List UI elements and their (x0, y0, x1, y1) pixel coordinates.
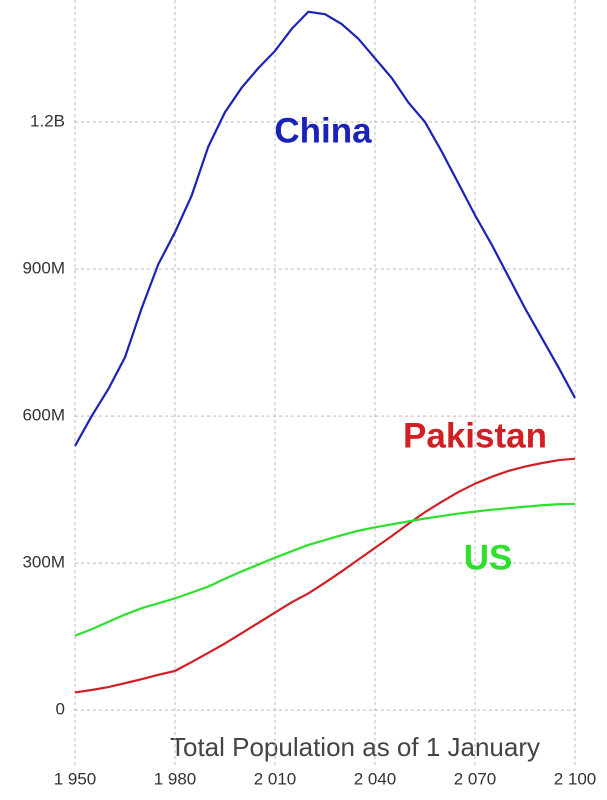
y-tick-label: 1.2B (30, 112, 65, 131)
series-label: Pakistan (403, 416, 547, 455)
series-label: China (274, 111, 372, 150)
series-line (74, 10, 576, 447)
y-tick-label: 300M (22, 553, 65, 572)
x-tick-label: 2 100 (554, 769, 597, 788)
series-line (74, 457, 576, 694)
series-line (74, 502, 576, 637)
x-tick-label: 1 980 (154, 769, 197, 788)
x-tick-label: 2 010 (254, 769, 297, 788)
chart-title: Total Population as of 1 January (170, 732, 540, 762)
x-tick-label: 2 070 (454, 769, 497, 788)
y-tick-label: 0 (56, 700, 65, 719)
series-label: US (464, 538, 513, 577)
y-tick-label: 600M (22, 406, 65, 425)
y-tick-label: 900M (22, 259, 65, 278)
x-tick-label: 2 040 (354, 769, 397, 788)
x-tick-label: 1 950 (54, 769, 97, 788)
